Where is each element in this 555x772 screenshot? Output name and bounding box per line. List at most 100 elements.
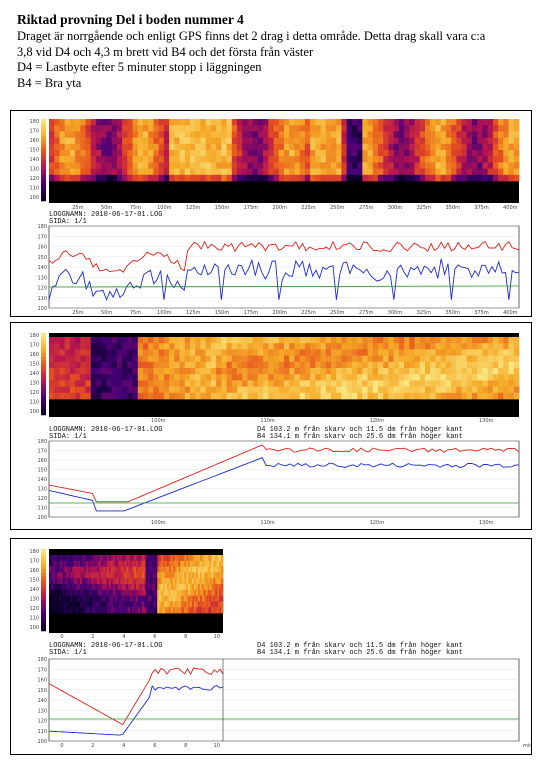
p1-heat-cell <box>216 156 222 163</box>
p2-heat-cell <box>143 368 149 375</box>
p2-heat-cell <box>257 386 264 394</box>
p3-heat-cell <box>89 595 92 602</box>
p2-heat-cell <box>69 343 76 350</box>
p3-heat-cell <box>165 601 168 608</box>
p2-heat-cell <box>184 368 191 375</box>
p2-scale-label: 180 <box>29 333 39 339</box>
p3-heat-cell <box>114 578 118 585</box>
p1-heat-cell <box>477 162 483 169</box>
p2-heat-cell <box>451 386 457 394</box>
p1-heat-cell <box>231 131 238 138</box>
p1-scale-segment <box>41 125 46 130</box>
p3-heat-cell <box>149 578 152 585</box>
p3-heat-cell <box>178 566 181 573</box>
p3-heat-cell <box>182 566 185 573</box>
p1-heat-cell <box>472 174 478 182</box>
p1-heat-cell <box>362 156 368 163</box>
p2-heat-cell <box>106 337 113 344</box>
p1-heat-cell <box>341 125 348 132</box>
p1-heat-cell <box>404 119 410 126</box>
p2-heat-cell <box>310 337 316 344</box>
p1-heat-cell <box>106 137 113 145</box>
p2-heat-cell <box>331 386 337 394</box>
p1-heat-cell <box>320 168 327 176</box>
p1-heat-cell <box>116 168 123 176</box>
p1-heat-cell <box>331 137 337 145</box>
p3-heat-cell <box>78 560 81 567</box>
p3-heat-cell <box>217 578 220 585</box>
p3-heat-cell <box>81 589 85 596</box>
p2-heat-cell <box>508 355 515 363</box>
p2-heat-cell <box>341 392 348 400</box>
p2-heat-cell <box>419 337 426 344</box>
p1-heat-cell <box>231 143 238 151</box>
p3-heat-cell <box>68 601 71 608</box>
p2-heat-cell <box>237 343 243 350</box>
p1-heat-cell <box>310 156 316 163</box>
p1-heat-cell <box>456 137 462 145</box>
p1-heat-cell <box>69 162 76 169</box>
p2-heat-cell <box>268 343 274 350</box>
p1-heat-cell <box>294 156 301 163</box>
p1-heat-cell <box>304 150 311 157</box>
p2-line-x-label: 110m <box>260 520 275 526</box>
p3-heat-cell <box>116 584 119 591</box>
p2-heat-cell <box>367 386 374 394</box>
p2-heat-cell <box>346 392 353 400</box>
p1-heat-cell <box>106 156 113 163</box>
p2-heat-cell <box>383 374 389 381</box>
p3-heat-cell <box>128 572 131 579</box>
p2-heat-cell <box>148 355 154 363</box>
p1-heat-cell <box>96 168 102 176</box>
p2-heat-cell <box>367 343 374 350</box>
p2-heat-cell <box>331 380 337 387</box>
p2-heat-cell <box>409 368 415 375</box>
p1-heat-cell <box>106 125 113 132</box>
p1-heat-cell <box>435 174 442 182</box>
p2-heat-cell <box>252 343 259 350</box>
p3-heat-cell <box>58 607 61 614</box>
p3-heat-cell <box>190 595 193 602</box>
p2-heat-cell <box>388 392 395 400</box>
p3-heat-cell <box>81 572 85 579</box>
p1-heat-cell <box>398 125 405 132</box>
p2-heat-cell <box>294 343 301 350</box>
p2-heat-cell <box>90 349 97 356</box>
p3-heat-cell <box>217 584 220 591</box>
p1-scale-segment <box>41 197 46 202</box>
p2-heat-cell <box>153 386 160 394</box>
p1-heat-cell <box>372 150 379 157</box>
p3-heat-cell <box>159 584 162 591</box>
p2-heat-cell <box>184 380 191 387</box>
p3-heat-cell <box>211 601 214 608</box>
p1-heat-cell <box>64 174 71 182</box>
p1-heat-cell <box>263 125 269 132</box>
p2-heat-cell <box>445 380 452 387</box>
p3-heat-cell <box>110 595 114 602</box>
p3-heat-cell <box>192 560 195 567</box>
p3-heat-cell <box>91 584 94 591</box>
p2-heat-cell <box>153 337 160 344</box>
p1-heat-cell <box>226 125 233 132</box>
p3-heat-cell <box>76 572 79 579</box>
p2-heat-cell <box>383 355 389 363</box>
p2-heat-cell <box>451 392 457 400</box>
p1-heat-cell <box>179 131 186 138</box>
p2-heat-cell <box>320 337 327 344</box>
p3-heat-cell <box>81 555 85 562</box>
p3-heat-cell <box>137 607 141 614</box>
p3-heat-cell <box>163 560 166 567</box>
p1-heat-cell <box>179 137 186 145</box>
p3-heat-cell <box>161 566 164 573</box>
p3-heat-cell <box>139 566 143 573</box>
p1-heat-cell <box>425 156 431 163</box>
p2-heat-cell <box>466 368 473 375</box>
p1-heat-cell <box>372 131 379 138</box>
p2-heat-cell <box>456 368 462 375</box>
p3-heat-cell <box>60 601 63 608</box>
p3-heat-cell <box>105 601 108 608</box>
p1-heat-cell <box>179 162 186 169</box>
p3-heat-cell <box>89 560 92 567</box>
p1-heat-cell <box>445 150 452 157</box>
p1-heat-cell <box>263 156 269 163</box>
